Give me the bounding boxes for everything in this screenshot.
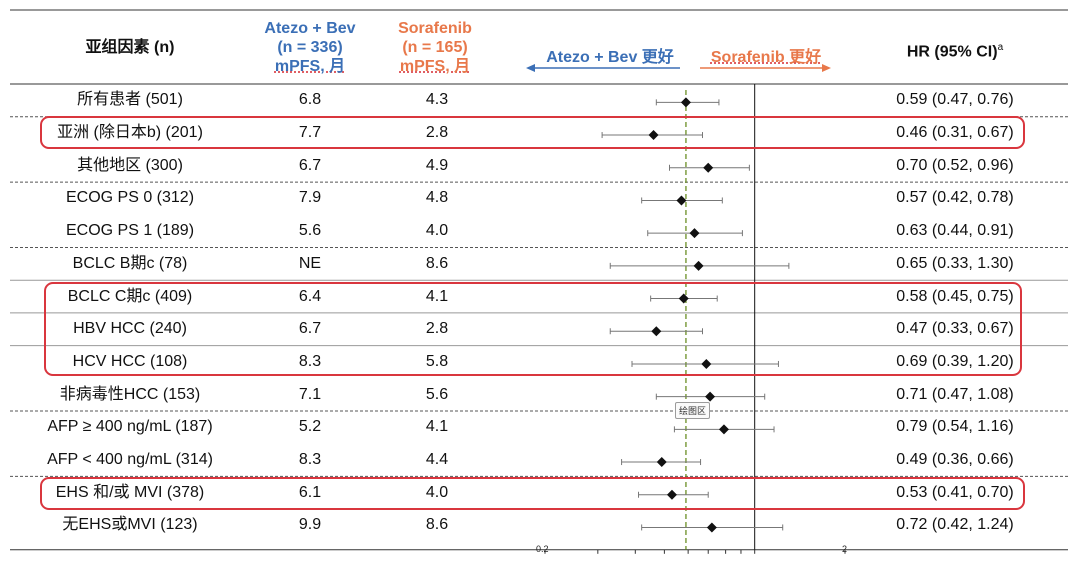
- sorafenib-header-line1: Sorafenib: [398, 20, 472, 37]
- atezo-mpfs-value: 7.9: [298, 189, 322, 207]
- hr-point-diamond: [666, 489, 677, 500]
- hr-ci-value: 0.57 (0.42, 0.78): [896, 189, 1014, 207]
- subgroup-label: AFP < 400 ng/mL (314): [47, 451, 213, 469]
- favors-atezo-arrowhead: [526, 64, 535, 72]
- hr-point-diamond: [703, 162, 714, 173]
- sorafenib-mpfs-value: 4.4: [425, 451, 449, 469]
- sorafenib-mpfs-value: 4.0: [425, 222, 449, 240]
- atezo-mpfs-value: 6.7: [298, 156, 322, 174]
- atezo-mpfs-value: 6.7: [298, 320, 322, 338]
- sorafenib-mpfs-value: 8.6: [425, 254, 449, 272]
- atezo-mpfs-value: 9.9: [298, 516, 322, 534]
- hr-ci-value: 0.59 (0.47, 0.76): [896, 91, 1014, 109]
- atezo-header-line2: (n = 336): [277, 39, 343, 56]
- sorafenib-mpfs-value: 4.1: [425, 287, 449, 305]
- hr-point-diamond: [706, 522, 717, 533]
- hr-point-diamond: [701, 358, 712, 369]
- x-tick-label-max: 2: [842, 544, 848, 554]
- atezo-mpfs-value: 6.8: [298, 91, 322, 109]
- sorafenib-mpfs-value: 4.8: [425, 189, 449, 207]
- hr-point-diamond: [651, 326, 662, 337]
- sorafenib-mpfs-value: 4.9: [425, 156, 449, 174]
- hr-point-diamond: [689, 228, 700, 239]
- hr-point-diamond: [693, 260, 704, 271]
- hr-point-diamond: [680, 97, 691, 108]
- sorafenib-mpfs-value: 5.6: [425, 385, 449, 403]
- sorafenib-header-line2: (n = 165): [402, 39, 468, 56]
- sorafenib-mpfs-value: 4.3: [425, 91, 449, 109]
- atezo-header: Atezo + Bev (n = 336) mPFS, 月: [240, 19, 380, 76]
- atezo-mpfs-value: 8.3: [298, 352, 322, 370]
- atezo-mpfs-value: 7.1: [298, 385, 322, 403]
- hr-ci-value: 0.65 (0.33, 1.30): [896, 254, 1014, 272]
- subgroup-label: 非病毒性HCC (153): [59, 385, 201, 403]
- highlight-box-ehs-mvi: [40, 477, 1025, 510]
- hr-point-diamond: [705, 391, 716, 402]
- subgroup-label: BCLC C期c (409): [67, 287, 193, 305]
- subgroup-label: EHS 和/或 MVI (378): [55, 483, 205, 501]
- subgroup-label: 其他地区 (300): [77, 156, 183, 174]
- favors-atezo-label: Atezo + Bev 更好: [546, 49, 674, 66]
- sorafenib-mpfs-value: 2.8: [425, 124, 449, 142]
- subgroup-label: BCLC B期c (78): [72, 254, 188, 272]
- hr-point-diamond: [718, 424, 729, 435]
- hr-header-text: HR (95% CI): [906, 43, 998, 61]
- hr-ci-value: 0.70 (0.52, 0.96): [896, 156, 1014, 174]
- atezo-mpfs-value: 7.7: [298, 124, 322, 142]
- hr-ci-value: 0.72 (0.42, 1.24): [896, 516, 1014, 534]
- subgroup-label: 无EHS或MVI (123): [62, 516, 198, 534]
- hr-ci-value: 0.79 (0.54, 1.16): [896, 418, 1014, 436]
- subgroup-label: HCV HCC (108): [72, 352, 188, 370]
- atezo-mpfs-value: 8.3: [298, 451, 322, 469]
- hr-point-diamond: [676, 195, 687, 206]
- sorafenib-mpfs-value: 4.1: [425, 418, 449, 436]
- sorafenib-header-line3: mPFS, 月: [399, 58, 471, 75]
- hr-ci-value: 0.46 (0.31, 0.67): [896, 124, 1014, 142]
- atezo-mpfs-value: 6.1: [298, 483, 322, 501]
- atezo-mpfs-value: 5.6: [298, 222, 322, 240]
- favors-sorafenib-label: Sorafenib 更好: [710, 49, 822, 66]
- hr-ci-value: 0.58 (0.45, 0.75): [896, 287, 1014, 305]
- sorafenib-mpfs-value: 8.6: [425, 516, 449, 534]
- hr-header-sup: a: [997, 42, 1004, 53]
- hr-point-diamond: [648, 130, 659, 141]
- plot-area-tooltip: 绘图区: [675, 402, 711, 419]
- hr-ci-value: 0.47 (0.33, 0.67): [896, 320, 1014, 338]
- subgroup-label: ECOG PS 1 (189): [65, 222, 195, 240]
- subgroup-label: AFP ≥ 400 ng/mL (187): [47, 418, 213, 436]
- sorafenib-mpfs-value: 4.0: [425, 483, 449, 501]
- atezo-mpfs-value: NE: [298, 254, 322, 272]
- subgroup-label: 所有患者 (501): [77, 91, 183, 109]
- favors-sorafenib-arrowhead: [822, 64, 831, 72]
- highlight-box-asia: [40, 116, 1025, 149]
- atezo-mpfs-value: 5.2: [298, 418, 322, 436]
- hr-point-diamond: [656, 457, 667, 468]
- hr-ci-value: 0.71 (0.47, 1.08): [896, 385, 1014, 403]
- subgroup-label: 亚洲 (除日本b) (201): [57, 124, 203, 142]
- subgroup-header: 亚组因素 (n): [85, 39, 175, 56]
- hr-ci-value: 0.69 (0.39, 1.20): [896, 352, 1014, 370]
- subgroup-label: HBV HCC (240): [73, 320, 187, 338]
- hr-header: HR (95% CI)a: [880, 38, 1030, 61]
- sorafenib-header: Sorafenib (n = 165) mPFS, 月: [365, 19, 505, 76]
- atezo-mpfs-value: 6.4: [298, 287, 322, 305]
- sorafenib-mpfs-value: 5.8: [425, 352, 449, 370]
- hr-ci-value: 0.63 (0.44, 0.91): [896, 222, 1014, 240]
- atezo-header-line1: Atezo + Bev: [264, 20, 356, 37]
- hr-ci-value: 0.49 (0.36, 0.66): [896, 451, 1014, 469]
- sorafenib-mpfs-value: 2.8: [425, 320, 449, 338]
- atezo-header-line3: mPFS, 月: [274, 58, 346, 75]
- subgroup-label: ECOG PS 0 (312): [65, 189, 195, 207]
- hr-ci-value: 0.53 (0.41, 0.70): [896, 483, 1014, 501]
- highlight-box-bclc-hbv-hcv: [44, 282, 1022, 376]
- x-tick-label-min: 0.2: [536, 544, 549, 554]
- hr-point-diamond: [678, 293, 689, 304]
